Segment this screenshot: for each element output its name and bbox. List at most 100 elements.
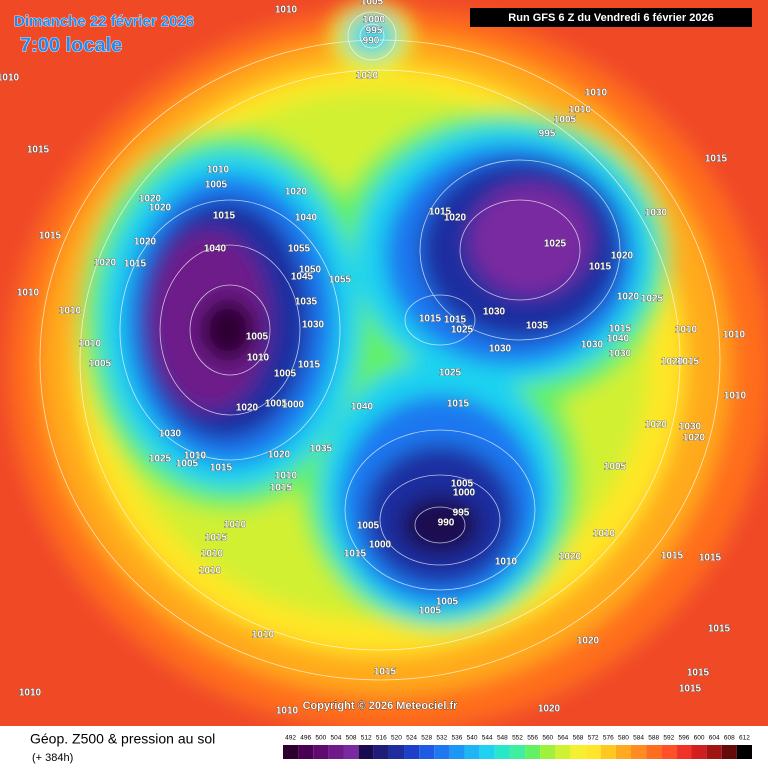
isobar-label: 1010 [201,549,224,560]
isobar-label: 1030 [609,349,632,360]
isobar-label: 1015 [419,314,442,325]
isobar-label: 1005 [265,399,288,410]
colorbar-label: 568 [573,735,584,742]
copyright: Copyright © 2026 Meteociel.fr [303,700,459,712]
isobar-label: 1020 [645,420,668,431]
isobar-label: 1040 [295,213,318,224]
isobar-label: 1010 [252,630,275,641]
isobar-label: 1015 [447,399,470,410]
isobar-label: 1020 [139,194,162,205]
isobar-label: 1015 [687,668,710,679]
colorbar-label: 596 [678,735,689,742]
isobar-label: 1030 [581,340,604,351]
isobar-label: 1010 [724,391,747,402]
isobar-label: 1015 [124,259,147,270]
colorbar-swatch [630,745,647,759]
run-box [470,8,752,27]
colorbar-label: 520 [391,735,402,742]
isobar-label: 1040 [351,402,374,413]
colorbar-swatch [706,745,722,759]
colorbar-label: 508 [346,735,357,742]
colorbar-swatch [600,745,616,759]
isobar-label: 1020 [444,213,467,224]
isobar-label: 1020 [559,552,582,563]
isobar-label: 995 [453,508,470,519]
isobar-label: 1005 [89,359,112,370]
isobar-label: 1010 [184,451,207,462]
isobar-label: 1005 [554,115,577,126]
colorbar-swatch [464,745,480,759]
colorbar-label: 512 [361,735,372,742]
colorbar-swatch [373,745,389,759]
colorbar-swatch [525,745,541,759]
isobar-label: 1005 [451,479,474,490]
isobar-label: 1010 [723,330,746,341]
isobar-label: 1005 [176,459,199,470]
colorbar-label: 552 [512,735,523,742]
colorbar-swatch [570,745,586,759]
run-info: Run GFS 6 Z du Vendredi 6 février 2026 [508,12,713,24]
colorbar-label: 584 [633,735,644,742]
isobar-label: 1015 [699,553,722,564]
isobar-label: 1015 [679,684,702,695]
isobar-label: 990 [363,36,380,47]
isobar-label: 1015 [270,483,293,494]
isobar-label: 1050 [299,265,322,276]
isobar-label: 1010 [495,557,518,568]
isobar-label: 1015 [39,231,62,242]
isobar-label: 1035 [310,444,333,455]
isobar-label: 1015 [661,551,684,562]
isobar-label: 1010 [275,471,298,482]
colorbar-swatch [736,745,752,759]
isobar-label: 1025 [149,454,172,465]
isobar-label: 1015 [705,154,728,165]
isobar-label: 1020 [683,433,706,444]
legend-title: Géop. Z500 & pression au sol [30,731,215,747]
colorbar-label: 576 [603,735,614,742]
isobar-label: 1010 [224,520,247,531]
isobar-label: 1005 [436,597,459,608]
colorbar-swatch [691,745,707,759]
colorbar-label: 548 [497,735,508,742]
isobar-label: 1010 [585,88,608,99]
isobar-label: 1040 [204,244,227,255]
isobar-label: 1055 [288,244,311,255]
colorbar-label: 532 [436,735,447,742]
isobar-label: 1000 [453,488,476,499]
isobar-label: 1045 [291,272,314,283]
isobar-label: 1015 [298,360,321,371]
isobar-label: 1005 [205,180,228,191]
colorbar-label: 608 [724,735,735,742]
isobar-label: 1040 [607,334,630,345]
isobar-label: 1020 [149,203,172,214]
isobar-label: 1035 [526,321,549,332]
colorbar-swatch [328,745,344,759]
isobar-label: 1025 [641,294,664,305]
colorbar-swatch [283,745,299,759]
colorbar-swatch [434,745,450,759]
colorbar-swatch [449,745,465,759]
colorbar-label: 580 [618,735,629,742]
colorbar-label: 492 [285,735,296,742]
isobar-label: 995 [539,129,556,140]
colorbar-label: 504 [331,735,342,742]
isobar-label: 1020 [538,704,561,715]
colorbar-swatch [509,745,526,759]
colorbar-swatch [615,745,631,759]
isobar-label: 1010 [59,306,82,317]
colorbar: 492 496 500 504 508 512 516 520 524 528 532 536 540 5… [283,735,752,759]
colorbar-swatch [419,745,435,759]
colorbar-swatch [388,745,405,759]
isobar-label: 1015 [429,207,452,218]
isobar-label: 1005 [361,0,384,8]
isobar-label: 1010 [276,706,299,717]
colorbar-label: 600 [694,735,705,742]
isobar-label: 1005 [357,521,380,532]
isobar-label: 1010 [199,566,222,577]
isobar-label: 1015 [344,549,367,560]
colorbar-swatch [721,745,737,759]
isobar-label: 1005 [246,332,269,343]
isobar-label: 1020 [661,357,684,368]
colorbar-label: 592 [663,735,674,742]
